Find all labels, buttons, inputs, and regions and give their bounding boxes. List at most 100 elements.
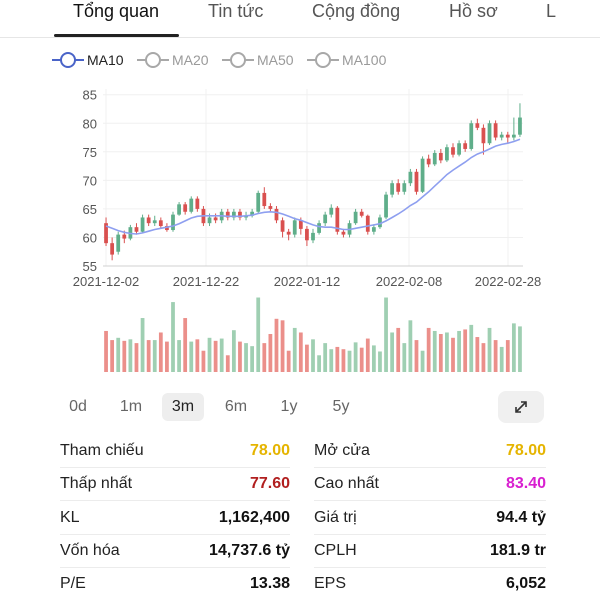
candle [305, 228, 309, 241]
period-5y[interactable]: 5y [332, 398, 350, 415]
ma50-line-icon [222, 52, 254, 68]
period-1m[interactable]: 1m [119, 398, 143, 415]
candle [231, 211, 236, 218]
candle [134, 227, 139, 232]
label-trade-value: Giá trị [314, 509, 357, 526]
label-pe: P/E [60, 575, 86, 592]
volume-bar [402, 343, 407, 372]
volume-bar [195, 339, 200, 372]
candle [445, 147, 449, 161]
volume-bar [335, 346, 340, 372]
ma20-toggle[interactable]: MA20 [137, 50, 209, 70]
candle [122, 234, 127, 239]
candle [469, 123, 474, 149]
tab-community[interactable]: Cộng đồng [312, 1, 401, 21]
label-eps: EPS [314, 575, 347, 592]
volume-bar [432, 330, 437, 372]
y-tick-label: 60 [83, 230, 97, 245]
ma20-line-icon [137, 52, 169, 68]
candle [451, 147, 455, 155]
candle [384, 194, 388, 218]
volume-bar [104, 330, 108, 372]
value-high: 83.40 [505, 475, 546, 492]
ma50-toggle[interactable]: MA50 [222, 50, 294, 70]
candle [353, 211, 358, 224]
volume-bar [311, 339, 315, 372]
expand-chart-button[interactable] [498, 391, 544, 423]
tab-overview[interactable]: Tổng quan [73, 1, 160, 21]
y-tick-label: 75 [83, 145, 97, 160]
candle [463, 143, 468, 149]
volume-bar [231, 330, 236, 372]
stat-row-market-cap: Vốn hóa 14,737.6 tỷ CPLH 181.9 tr [0, 536, 600, 568]
tab-news[interactable]: Tin tức [208, 1, 264, 21]
tab-profile[interactable]: Hồ sơ [449, 1, 498, 21]
value-shares-outstanding: 181.9 tr [489, 542, 546, 559]
volume-bar [171, 302, 175, 372]
ma100-toggle[interactable]: MA100 [307, 50, 386, 70]
tab-partial[interactable]: L [546, 1, 557, 21]
label-high: Cao nhất [314, 475, 379, 492]
period-1y[interactable]: 1y [280, 398, 298, 415]
ma10-line-icon [52, 52, 84, 68]
volume-bar [225, 355, 230, 372]
volume-bar [499, 346, 504, 372]
volume-bar [353, 342, 358, 372]
volume-bar [384, 297, 388, 372]
ma10-line [105, 138, 521, 235]
candle [207, 217, 212, 224]
volume-bar [378, 351, 382, 372]
volume-bar [445, 332, 449, 372]
candle [475, 123, 480, 128]
candle [238, 211, 242, 218]
period-0d[interactable]: 0d [69, 398, 87, 415]
period-6m[interactable]: 6m [224, 398, 248, 415]
volume-bar [426, 327, 431, 372]
candle [481, 127, 486, 144]
value-pe: 13.38 [249, 575, 290, 592]
candle [274, 208, 279, 221]
price-chart[interactable]: 55 60 65 70 75 80 85 2021-12-02 2021-12-22 2022-… [0, 76, 600, 376]
ma10-toggle[interactable]: MA10 [52, 50, 124, 70]
volume-bar [487, 327, 492, 372]
candle [244, 215, 248, 218]
label-reference: Tham chiếu [60, 442, 144, 459]
value-eps: 6,052 [505, 575, 546, 592]
volume-bar [329, 349, 334, 372]
candle [323, 214, 328, 224]
x-axis: 2021-12-02 2021-12-22 2022-01-12 2022-02-08… [73, 274, 542, 289]
y-tick-label: 55 [83, 259, 97, 274]
volume-bar [250, 346, 255, 372]
volume-bar [359, 347, 364, 372]
volume-bar [213, 340, 218, 372]
candles [104, 103, 522, 261]
candle [183, 204, 188, 212]
candle [420, 158, 425, 192]
ma50-label: MA50 [257, 52, 294, 68]
candle [378, 217, 382, 228]
label-open: Mở cửa [314, 442, 370, 459]
ma100-line-icon [307, 52, 339, 68]
volume-bar [481, 343, 486, 372]
volume-bar [274, 318, 279, 372]
y-tick-label: 65 [83, 202, 97, 217]
volume-bar [317, 355, 321, 372]
candle [432, 152, 437, 165]
period-3m[interactable]: 3m [162, 393, 204, 421]
volume-bar [518, 326, 522, 372]
ma20-label: MA20 [172, 52, 209, 68]
candle [177, 204, 181, 215]
volume-bar [128, 339, 133, 372]
volume-bar [292, 327, 297, 372]
volume-bar [207, 337, 212, 372]
label-volume: KL [60, 509, 80, 526]
stat-row-volume-value: KL 1,162,400 Giá trị 94.4 tỷ [0, 503, 600, 535]
volume-bar [219, 338, 224, 372]
volume-bar [451, 337, 455, 372]
volume-bar [505, 340, 510, 372]
value-low: 77.60 [249, 475, 290, 492]
stat-row-pe-eps: P/E 13.38 EPS 6,052 [0, 569, 600, 600]
volume-bar [183, 318, 188, 372]
candle [396, 183, 401, 192]
x-tick-label: 2021-12-22 [173, 274, 240, 289]
